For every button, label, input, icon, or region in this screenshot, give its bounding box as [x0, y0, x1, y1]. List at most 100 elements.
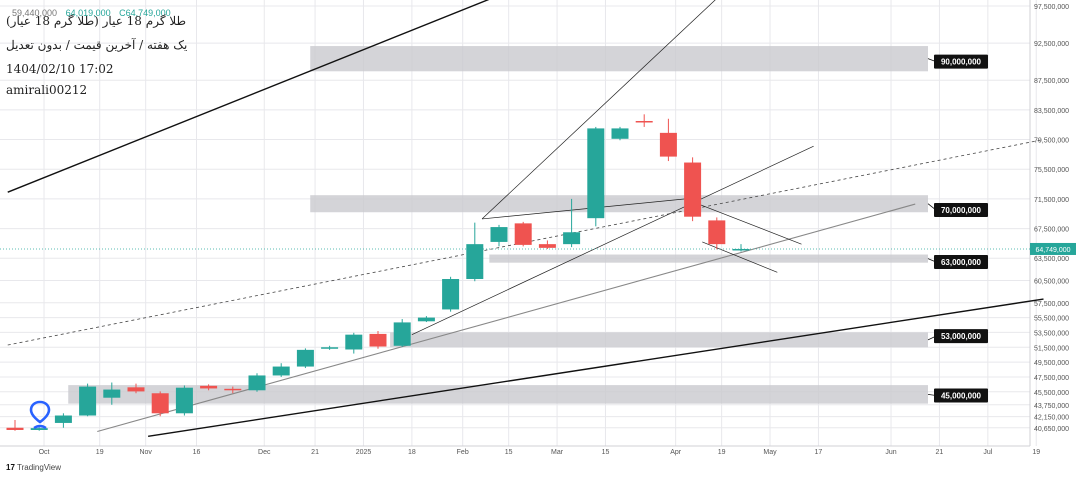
y-tick-label: 63,500,000	[1034, 256, 1069, 263]
candle-body	[224, 388, 242, 391]
label-box	[934, 54, 988, 69]
candle-body	[490, 227, 508, 242]
zone-label-text: 90,000,000	[941, 58, 982, 67]
candle-body	[127, 387, 145, 392]
trend-line	[482, 198, 686, 220]
candle	[708, 217, 726, 250]
candle-body	[659, 132, 677, 157]
candle	[538, 240, 556, 249]
snapshot-datetime: 1404/02/10 17:02	[6, 62, 114, 76]
candle	[54, 413, 72, 428]
candle-body	[635, 120, 653, 123]
candle	[30, 427, 48, 431]
price-zone	[489, 254, 928, 263]
x-tick-label: Dec	[258, 449, 271, 456]
trend-line	[7, 0, 490, 193]
candle-body	[248, 375, 266, 391]
label-box	[934, 329, 988, 344]
chart-subtitle: یک هفته / آخرین قیمت / بدون تعدیل	[6, 38, 188, 52]
x-tick-label: Oct	[39, 449, 50, 456]
candle-body	[442, 279, 460, 310]
zone-label-text: 53,000,000	[941, 332, 982, 341]
y-tick-label: 49,500,000	[1034, 360, 1069, 367]
candle	[321, 345, 339, 350]
label-box	[934, 254, 988, 269]
candle-body	[684, 162, 702, 217]
x-tick-label: Jun	[885, 449, 896, 456]
price-zone	[390, 332, 929, 348]
y-tick-label: 60,500,000	[1034, 278, 1069, 285]
zone-labels: 90,000,000 70,000,000 63,000,000 53,000,000…	[927, 54, 988, 403]
candle-body	[417, 317, 435, 322]
candle-body	[175, 387, 193, 414]
candle-body	[611, 128, 629, 139]
trend-line	[702, 241, 778, 273]
candle-body	[587, 128, 605, 219]
candle	[175, 385, 193, 416]
time-axis[interactable]: Oct 19 Nov 16 Dec 21 2025 18 Feb 15 Mar 15 Apr 19 May 1…	[39, 449, 1041, 456]
zone-label: 70,000,000	[927, 203, 988, 218]
candle-body	[708, 220, 726, 245]
y-tick-label: 43,750,000	[1034, 403, 1069, 410]
x-tick-label: May	[763, 449, 777, 456]
zone-label-text: 45,000,000	[941, 391, 982, 400]
y-tick-label: 47,500,000	[1034, 375, 1069, 382]
candle-body	[200, 385, 218, 389]
candle	[272, 363, 290, 377]
candle-body	[514, 223, 532, 245]
candle	[79, 383, 97, 417]
candle-body	[30, 428, 48, 430]
candle	[635, 114, 653, 127]
symbol-title: طلا گرم 18 عیار (طلا گرم 18 عیار)	[6, 14, 187, 28]
price-axis[interactable]: 97,500,000 92,500,000 87,500,000 83,500,000…	[1030, 4, 1076, 433]
candle	[563, 198, 581, 248]
support-resistance-zones	[68, 46, 929, 404]
y-tick-label: 67,500,000	[1034, 227, 1069, 234]
location-pin-icon[interactable]	[28, 400, 52, 432]
trend-line	[685, 198, 802, 245]
candle	[587, 126, 605, 227]
candle-body	[151, 393, 169, 414]
price-zone	[310, 46, 928, 72]
ohlc-value: C64,749,000	[119, 8, 171, 18]
tradingview-logo[interactable]: 17 TradingView	[6, 463, 61, 472]
candle-body	[296, 349, 314, 367]
x-tick-label: 16	[193, 449, 201, 456]
logo-text: TradingView	[16, 463, 62, 472]
candle	[151, 391, 169, 417]
author-name: amirali00212	[6, 83, 88, 97]
candle	[200, 384, 218, 391]
candle-body	[321, 347, 339, 349]
candle	[659, 118, 677, 162]
ohlc-value: 59,440,000	[12, 8, 58, 18]
label-box	[934, 203, 988, 218]
y-tick-label: 75,500,000	[1034, 167, 1069, 174]
zone-label: 53,000,000	[927, 329, 988, 344]
trend-line	[7, 139, 1044, 346]
candle-body	[563, 232, 581, 245]
zone-label: 90,000,000	[927, 54, 988, 69]
y-tick-label: 53,500,000	[1034, 330, 1069, 337]
y-tick-label: 40,650,000	[1034, 426, 1069, 433]
candle	[611, 126, 629, 141]
y-tick-label: 79,500,000	[1034, 138, 1069, 145]
price-zone	[310, 195, 928, 213]
y-tick-label: 45,500,000	[1034, 390, 1069, 397]
trend-lines	[0, 0, 1044, 437]
candle-body	[466, 244, 484, 280]
x-tick-label: 19	[96, 449, 104, 456]
y-tick-label: 97,500,000	[1034, 4, 1069, 11]
candle	[514, 221, 532, 247]
candle	[369, 330, 387, 349]
candle	[103, 382, 121, 405]
candle	[127, 383, 145, 394]
candle	[296, 348, 314, 369]
x-tick-label: 18	[408, 449, 416, 456]
candle-body	[54, 415, 72, 423]
candles	[6, 114, 750, 431]
ohlc-readout: 59,440,000 64,019,000 C64,749,000	[12, 8, 177, 18]
last-price-badge	[1030, 242, 1076, 255]
candle-body	[369, 333, 387, 347]
zone-label: 63,000,000	[927, 254, 988, 269]
